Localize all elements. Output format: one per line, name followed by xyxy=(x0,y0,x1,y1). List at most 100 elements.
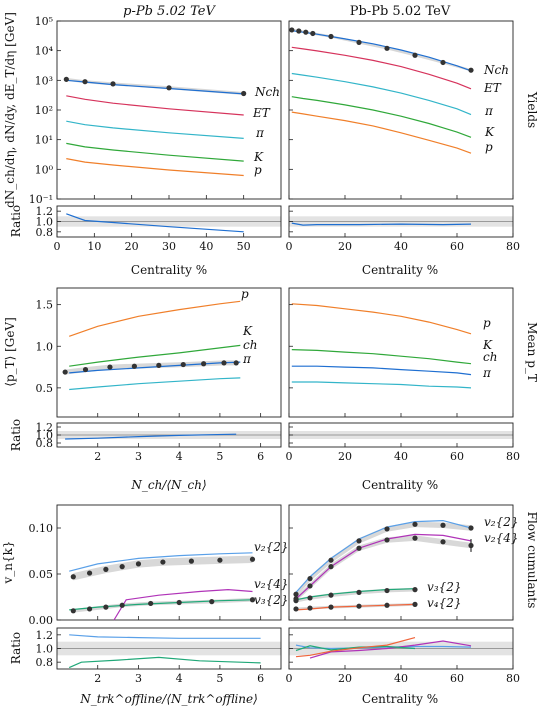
meanpt-pbpb-pi-line xyxy=(291,381,472,389)
flow-pbpb-v32-point xyxy=(328,592,334,598)
ratio-meanpt-ppb-xlabel: N_ch/⟨N_ch⟩ xyxy=(130,478,206,492)
ratio-flow-ppb-xlabel: N_trk^offline/⟨N_trk^offline⟩ xyxy=(79,692,258,706)
flow-pbpb-v32-point xyxy=(293,598,299,604)
flow-pbpb-v42-point xyxy=(293,606,299,612)
ratio-meanpt-ylabel: Ratio xyxy=(9,419,23,451)
ratio-yields-ppb-xlabel: Centrality % xyxy=(131,263,207,277)
meanpt-ppb-pi-line xyxy=(69,377,241,391)
yields-ppb-ET-line xyxy=(66,95,244,116)
flow-pbpb-v32-point xyxy=(412,587,418,593)
flow-pbpb-v22-point xyxy=(468,525,474,531)
yields-ppb-pi-label: π xyxy=(255,126,265,140)
flow-pbpb-v24-line xyxy=(295,533,472,600)
yields-ppb-ytick-label: 10² xyxy=(35,104,53,117)
ratio-meanpt-ppb-xtick-label: 6 xyxy=(257,450,264,463)
meanpt-ppb-point xyxy=(233,360,239,366)
meanpt-ppb-point xyxy=(201,361,207,367)
ratio-yields-ppb-xtick-label: 50 xyxy=(237,240,251,253)
flow-ppb-frame xyxy=(56,504,282,621)
ratio-flow-pbpb-xtick-label: 40 xyxy=(394,672,408,685)
ratio-yields-ppb-ytick-label: 1.0 xyxy=(36,216,54,229)
ratio-flow-ppb-xtick-label: 6 xyxy=(257,672,264,685)
flow-ppb-v22-point xyxy=(70,574,76,580)
yields-ppb-frame xyxy=(56,20,282,200)
flow-ppb-v24-line xyxy=(113,588,253,621)
meanpt-ppb-K-line xyxy=(69,344,241,367)
ratio-flow-ppb-ytick-label: 1.2 xyxy=(36,629,54,642)
meanpt-side-label: Mean p_T xyxy=(525,322,539,382)
ratio-flow-ppb-v22-line xyxy=(69,634,261,639)
yields-pbpb-point xyxy=(468,67,474,73)
ratio-meanpt-pbpb-xtick-label: 80 xyxy=(506,450,520,463)
ratio-yields-ylabel: Ratio xyxy=(9,205,23,237)
yields-pbpb-point xyxy=(296,28,302,34)
ratio-meanpt-pbpb-xtick-label: 60 xyxy=(450,450,464,463)
flow-ppb-v22-point xyxy=(103,566,109,573)
flow-pbpb-v22-point xyxy=(384,526,390,532)
yields-pbpb-p-label: p xyxy=(485,140,493,154)
ratio-yields-ppb-xtick-label: 30 xyxy=(162,240,176,253)
flow-pbpb-v42-point xyxy=(328,604,334,610)
ratio-flow-pbpb-xtick-label: 60 xyxy=(450,672,464,685)
yields-ppb-point xyxy=(63,76,69,82)
flow-pbpb-v24-point xyxy=(384,537,390,543)
yields-pbpb-point xyxy=(328,33,334,40)
ratio-yields-ppb-xtick-label: 10 xyxy=(87,240,101,253)
yields-pbpb-point xyxy=(289,27,295,33)
yields-pbpb-p-line xyxy=(291,111,472,154)
yields-ppb-K-label: K xyxy=(253,150,264,164)
ratio-meanpt-pbpb-xlabel: Centrality % xyxy=(362,478,438,492)
yields-ppb-p-label: p xyxy=(254,163,262,177)
ratio-flow-pbpb-xtick-label: 20 xyxy=(338,672,352,685)
yields-pbpb-ch-label: Nch xyxy=(483,63,509,77)
yields-ppb-ytick-label: 10⁵ xyxy=(35,15,53,28)
flow-pbpb-v32-band xyxy=(296,587,415,603)
yields-pbpb-K-label: K xyxy=(484,125,495,139)
flow-pbpb-v24-point xyxy=(440,539,446,545)
meanpt-ppb-point xyxy=(62,369,68,375)
flow-pbpb-v42-point xyxy=(356,603,362,609)
yields-pbpb-point xyxy=(310,30,316,37)
yields-ppb-ytick-label: 10⁰ xyxy=(35,163,54,176)
ratio-meanpt-ppb-ytick-label: 0.8 xyxy=(36,437,54,450)
ratio-yields-pbpb-line xyxy=(291,222,472,226)
flow-ppb-v32-point xyxy=(249,597,256,603)
flow-ppb-v32-point xyxy=(148,600,154,607)
flow-ppb-v22-point xyxy=(86,570,93,576)
ratio-flow-ppb-xtick-label: 5 xyxy=(216,672,223,685)
meanpt-ppb-ch-label: ch xyxy=(243,338,257,352)
yields-ppb-ET-label: ET xyxy=(252,106,271,120)
flow-pbpb-v24-point xyxy=(328,564,334,570)
yields-ppb-point xyxy=(110,81,116,87)
meanpt-ppb-ytick-label: 1.5 xyxy=(36,299,54,312)
yields-ppb-p-line xyxy=(66,158,244,177)
yields-pbpb-point xyxy=(303,29,309,35)
ratio-flow-pbpb-v32-line xyxy=(295,645,416,652)
yields-ppb-ytick-label: 10¹ xyxy=(35,134,53,147)
ratio-yields-ppb-xtick-label: 0 xyxy=(54,240,61,253)
ratio-flow-pbpb-xtick-label: 0 xyxy=(286,672,293,685)
yields-pbpb-K-line xyxy=(291,96,472,138)
yields-pbpb-point xyxy=(384,45,390,51)
flow-pbpb-v42-point xyxy=(384,602,390,608)
yields-ppb-point xyxy=(166,85,172,91)
meanpt-pbpb-ch-label: ch xyxy=(483,350,497,364)
meanpt-pbpb-ch-line xyxy=(291,365,472,376)
ratio-flow-ppb-ytick-label: 1.0 xyxy=(36,643,54,656)
yields-pbpb-point xyxy=(412,52,418,58)
flow-ppb-v32-point xyxy=(70,608,76,614)
meanpt-ppb-point xyxy=(131,363,137,369)
flow-pbpb-v22-point xyxy=(328,557,334,563)
title-ppb: p-Pb 5.02 TeV xyxy=(123,4,216,19)
ratio-yields-pbpb-xtick-label: 20 xyxy=(338,240,352,253)
ratio-meanpt-pbpb-xtick-label: 0 xyxy=(286,450,293,463)
flow-ppb-v32-line xyxy=(69,599,253,611)
flow-ppb-ytick-label: 0.05 xyxy=(29,568,54,581)
ratio-meanpt-ppb-ytick-label: 1.0 xyxy=(36,429,54,442)
flow-pbpb-v32-point xyxy=(307,595,313,601)
ratio-yields-ppb-xtick-label: 40 xyxy=(199,240,213,253)
meanpt-ppb-point xyxy=(82,366,89,373)
meanpt-ppb-point xyxy=(180,361,186,368)
meanpt-ppb-p-label: p xyxy=(241,287,249,301)
flow-ppb-v22-point xyxy=(119,564,125,570)
